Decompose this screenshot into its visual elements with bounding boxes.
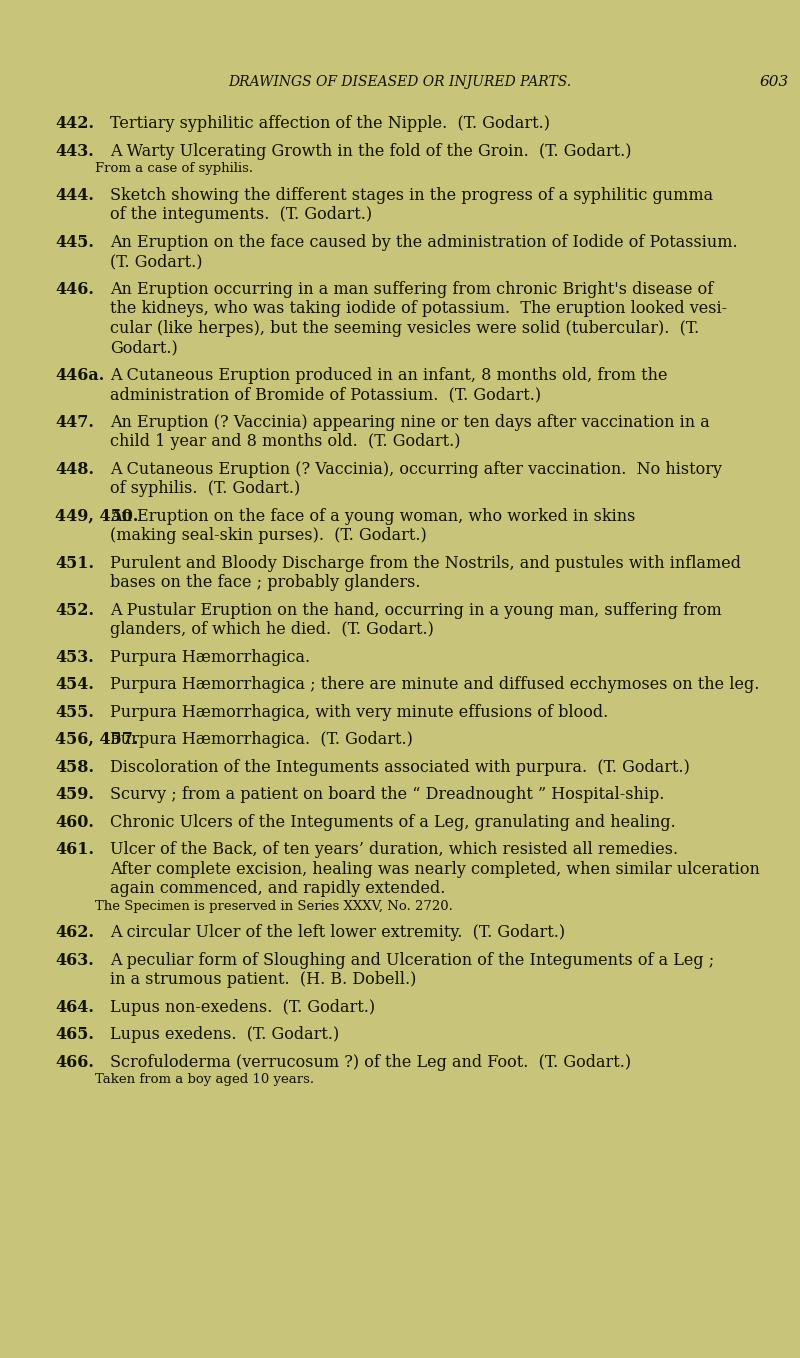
Text: 448.: 448. <box>55 460 94 478</box>
Text: 462.: 462. <box>55 925 94 941</box>
Text: 453.: 453. <box>55 649 94 665</box>
Text: An Eruption on the face caused by the administration of Iodide of Potassium.: An Eruption on the face caused by the ad… <box>110 234 738 251</box>
Text: Purpura Hæmorrhagica ; there are minute and diffused ecchymoses on the leg.: Purpura Hæmorrhagica ; there are minute … <box>110 676 759 693</box>
Text: Taken from a boy aged 10 years.: Taken from a boy aged 10 years. <box>95 1073 314 1086</box>
Text: An Eruption on the face of a young woman, who worked in skins: An Eruption on the face of a young woman… <box>110 508 635 524</box>
Text: Discoloration of the Integuments associated with purpura.  (T. Godart.): Discoloration of the Integuments associa… <box>110 759 690 775</box>
Text: Scurvy ; from a patient on board the “ Dreadnought ” Hospital-ship.: Scurvy ; from a patient on board the “ D… <box>110 786 664 803</box>
Text: the kidneys, who was taking iodide of potassium.  The eruption looked vesi-: the kidneys, who was taking iodide of po… <box>110 300 727 316</box>
Text: 458.: 458. <box>55 759 94 775</box>
Text: 446.: 446. <box>55 281 94 297</box>
Text: 445.: 445. <box>55 234 94 251</box>
Text: A Pustular Eruption on the hand, occurring in a young man, suffering from: A Pustular Eruption on the hand, occurri… <box>110 602 722 619</box>
Text: A Cutaneous Eruption (? Vaccinia), occurring after vaccination.  No history: A Cutaneous Eruption (? Vaccinia), occur… <box>110 460 722 478</box>
Text: of the integuments.  (T. Godart.): of the integuments. (T. Godart.) <box>110 206 372 223</box>
Text: cular (like herpes), but the seeming vesicles were solid (tubercular).  (T.: cular (like herpes), but the seeming ves… <box>110 319 699 337</box>
Text: bases on the face ; probably glanders.: bases on the face ; probably glanders. <box>110 574 421 591</box>
Text: 443.: 443. <box>55 143 94 159</box>
Text: A Warty Ulcerating Growth in the fold of the Groin.  (T. Godart.): A Warty Ulcerating Growth in the fold of… <box>110 143 631 159</box>
Text: 449, 450.: 449, 450. <box>55 508 138 524</box>
Text: 465.: 465. <box>55 1027 94 1043</box>
Text: (T. Godart.): (T. Godart.) <box>110 253 202 270</box>
Text: Purpura Hæmorrhagica.: Purpura Hæmorrhagica. <box>110 649 310 665</box>
Text: 459.: 459. <box>55 786 94 803</box>
Text: Purpura Hæmorrhagica, with very minute effusions of blood.: Purpura Hæmorrhagica, with very minute e… <box>110 703 608 721</box>
Text: Lupus exedens.  (T. Godart.): Lupus exedens. (T. Godart.) <box>110 1027 339 1043</box>
Text: (making seal-skin purses).  (T. Godart.): (making seal-skin purses). (T. Godart.) <box>110 527 426 545</box>
Text: 463.: 463. <box>55 952 94 968</box>
Text: After complete excision, healing was nearly completed, when similar ulceration: After complete excision, healing was nea… <box>110 861 760 877</box>
Text: Scrofuloderma (verrucosum ?) of the Leg and Foot.  (T. Godart.): Scrofuloderma (verrucosum ?) of the Leg … <box>110 1054 631 1070</box>
Text: Tertiary syphilitic affection of the Nipple.  (T. Godart.): Tertiary syphilitic affection of the Nip… <box>110 115 550 132</box>
Text: 444.: 444. <box>55 186 94 204</box>
Text: 451.: 451. <box>55 554 94 572</box>
Text: A Cutaneous Eruption produced in an infant, 8 months old, from the: A Cutaneous Eruption produced in an infa… <box>110 367 667 383</box>
Text: A peculiar form of Sloughing and Ulceration of the Integuments of a Leg ;: A peculiar form of Sloughing and Ulcerat… <box>110 952 714 968</box>
Text: Lupus non-exedens.  (T. Godart.): Lupus non-exedens. (T. Godart.) <box>110 998 375 1016</box>
Text: A circular Ulcer of the left lower extremity.  (T. Godart.): A circular Ulcer of the left lower extre… <box>110 925 565 941</box>
Text: child 1 year and 8 months old.  (T. Godart.): child 1 year and 8 months old. (T. Godar… <box>110 433 461 449</box>
Text: 466.: 466. <box>55 1054 94 1070</box>
Text: again commenced, and rapidly extended.: again commenced, and rapidly extended. <box>110 880 446 898</box>
Text: 464.: 464. <box>55 998 94 1016</box>
Text: An Eruption occurring in a man suffering from chronic Bright's disease of: An Eruption occurring in a man suffering… <box>110 281 714 297</box>
Text: glanders, of which he died.  (T. Godart.): glanders, of which he died. (T. Godart.) <box>110 621 434 638</box>
Text: 603: 603 <box>760 75 790 90</box>
Text: administration of Bromide of Potassium.  (T. Godart.): administration of Bromide of Potassium. … <box>110 386 541 403</box>
Text: 446a.: 446a. <box>55 367 104 383</box>
Text: of syphilis.  (T. Godart.): of syphilis. (T. Godart.) <box>110 481 300 497</box>
Text: in a strumous patient.  (H. B. Dobell.): in a strumous patient. (H. B. Dobell.) <box>110 971 416 989</box>
Text: The Specimen is preserved in Series XXXV, No. 2720.: The Specimen is preserved in Series XXXV… <box>95 899 453 913</box>
Text: Ulcer of the Back, of ten years’ duration, which resisted all remedies.: Ulcer of the Back, of ten years’ duratio… <box>110 841 678 858</box>
Text: Purpura Hæmorrhagica.  (T. Godart.): Purpura Hæmorrhagica. (T. Godart.) <box>110 731 413 748</box>
Text: 460.: 460. <box>55 813 94 831</box>
Text: 454.: 454. <box>55 676 94 693</box>
Text: 442.: 442. <box>55 115 94 132</box>
Text: 455.: 455. <box>55 703 94 721</box>
Text: Godart.): Godart.) <box>110 340 178 356</box>
Text: 461.: 461. <box>55 841 94 858</box>
Text: Sketch showing the different stages in the progress of a syphilitic gumma: Sketch showing the different stages in t… <box>110 186 713 204</box>
Text: 452.: 452. <box>55 602 94 619</box>
Text: Purulent and Bloody Discharge from the Nostrils, and pustules with inflamed: Purulent and Bloody Discharge from the N… <box>110 554 741 572</box>
Text: Chronic Ulcers of the Integuments of a Leg, granulating and healing.: Chronic Ulcers of the Integuments of a L… <box>110 813 676 831</box>
Text: DRAWINGS OF DISEASED OR INJURED PARTS.: DRAWINGS OF DISEASED OR INJURED PARTS. <box>229 75 571 90</box>
Text: From a case of syphilis.: From a case of syphilis. <box>95 162 253 175</box>
Text: An Eruption (? Vaccinia) appearing nine or ten days after vaccination in a: An Eruption (? Vaccinia) appearing nine … <box>110 414 710 430</box>
Text: 456, 457.: 456, 457. <box>55 731 138 748</box>
Text: 447.: 447. <box>55 414 94 430</box>
